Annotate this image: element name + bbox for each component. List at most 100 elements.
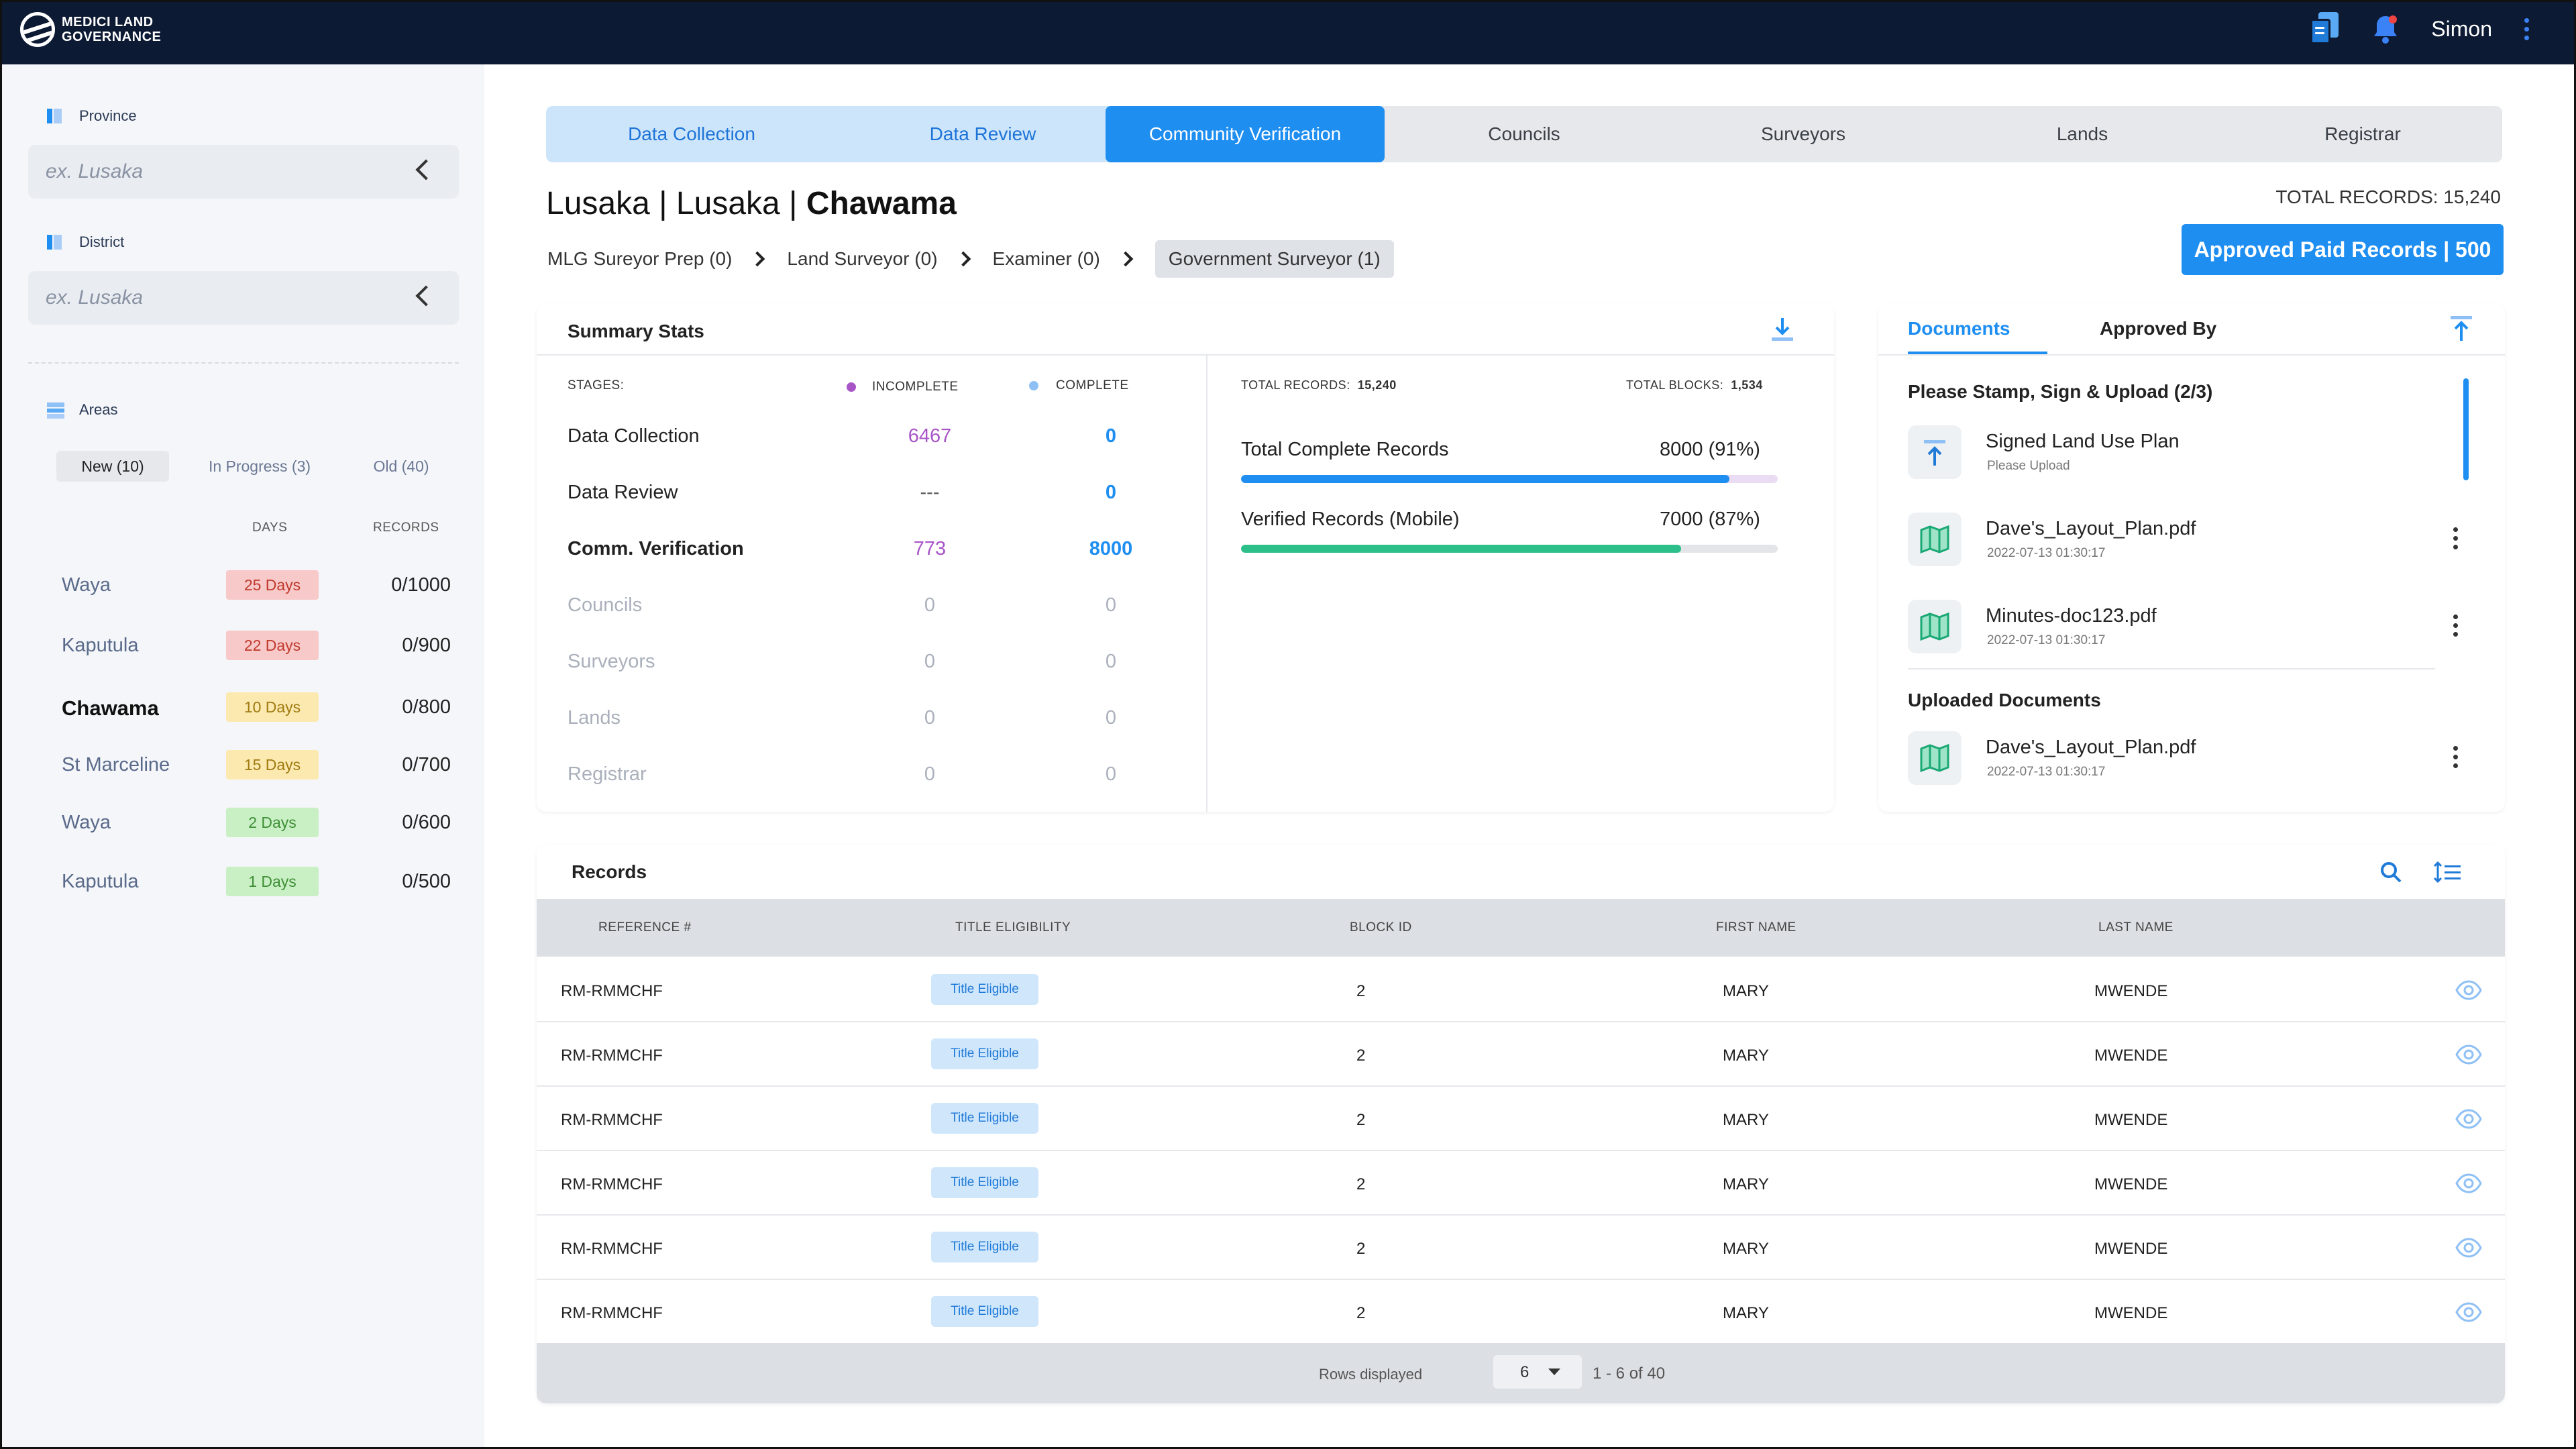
tab-lands[interactable]: Lands — [2056, 123, 2108, 144]
more-menu-icon[interactable] — [2524, 17, 2529, 40]
reference-cell: RM-RMMCHF — [561, 1304, 663, 1322]
area-item[interactable]: Chawama 10 Days 0/800 — [62, 687, 451, 727]
area-name: Chawama — [62, 696, 159, 720]
document-menu-icon[interactable] — [2453, 527, 2458, 549]
last-name-cell: MWENDE — [2094, 1046, 2168, 1065]
table-row[interactable]: RM-RMMCHF Title Eligible 2 MARY MWENDE — [537, 958, 2505, 1022]
tab-registrar[interactable]: Registrar — [2324, 123, 2401, 144]
col-last-name[interactable]: LAST NAME — [2098, 920, 2174, 934]
tab-surveyors[interactable]: Surveyors — [1760, 123, 1846, 144]
tab-data-review[interactable]: Data Review — [837, 106, 1128, 162]
verified-mobile-progress — [1241, 545, 1778, 553]
pagination-range: 1 - 6 of 40 — [1593, 1364, 1666, 1383]
total-records-label: TOTAL RECORDS: 15,240 — [1241, 378, 1397, 392]
summary-title: Summary Stats — [568, 321, 704, 341]
last-name-cell: MWENDE — [2094, 1240, 2168, 1258]
total-records: TOTAL RECORDS: 15,240 — [2275, 186, 2501, 207]
document-item[interactable]: Minutes-doc123.pdf 2022-07-13 01:30:17 — [1908, 600, 2458, 667]
stage-row: Registrar 0 0 — [568, 763, 1198, 790]
document-item[interactable]: Signed Land Use Plan Please Upload — [1908, 425, 2458, 492]
records-title: Records — [572, 861, 647, 882]
table-row[interactable]: RM-RMMCHF Title Eligible 2 MARY MWENDE — [537, 1022, 2505, 1087]
stage-name: Data Review — [568, 482, 678, 503]
documents-icon[interactable] — [2310, 12, 2340, 46]
col-first-name[interactable]: FIRST NAME — [1716, 920, 1796, 934]
province-select[interactable]: ex. Lusaka — [28, 145, 459, 199]
app-logo[interactable]: MEDICI LAND GOVERNANCE — [20, 12, 161, 47]
step-examiner[interactable]: Examiner (0) — [992, 248, 1100, 269]
rows-displayed-label: Rows displayed — [1319, 1366, 1423, 1383]
tab-community-verification[interactable]: Community Verification — [1106, 106, 1385, 162]
rows-per-page-select[interactable]: 6 — [1493, 1355, 1582, 1389]
stage-name: Lands — [568, 707, 621, 729]
step-government-surveyor[interactable]: Government Surveyor (1) — [1155, 240, 1394, 278]
document-menu-icon[interactable] — [2453, 614, 2458, 637]
stamp-sign-upload-title: Please Stamp, Sign & Upload (2/3) — [1908, 381, 2213, 402]
district-select[interactable]: ex. Lusaka — [28, 271, 459, 325]
days-badge: 10 Days — [226, 692, 319, 722]
user-name[interactable]: Simon — [2431, 16, 2492, 41]
col-title-eligibility[interactable]: TITLE ELIGIBILITY — [955, 920, 1071, 934]
sort-icon[interactable] — [2432, 860, 2462, 888]
stage-name: Data Collection — [568, 425, 700, 447]
first-name-cell: MARY — [1723, 982, 1769, 1000]
area-item[interactable]: St Marceline 15 Days 0/700 — [62, 745, 451, 785]
days-badge: 2 Days — [226, 808, 319, 837]
stage-row: Lands 0 0 — [568, 707, 1198, 734]
table-row[interactable]: RM-RMMCHF Title Eligible 2 MARY MWENDE — [537, 1280, 2505, 1344]
view-eye-icon[interactable] — [2455, 1106, 2482, 1132]
upload-file-icon — [1908, 425, 1962, 479]
tab-data-collection[interactable]: Data Collection — [546, 106, 837, 162]
last-name-cell: MWENDE — [2094, 1175, 2168, 1193]
province-label: Province — [47, 107, 137, 125]
title-eligible-badge: Title Eligible — [931, 1167, 1038, 1198]
area-item[interactable]: Waya 2 Days 0/600 — [62, 802, 451, 843]
area-item[interactable]: Waya 25 Days 0/1000 — [62, 565, 451, 605]
reference-cell: RM-RMMCHF — [561, 1175, 663, 1193]
table-row[interactable]: RM-RMMCHF Title Eligible 2 MARY MWENDE — [537, 1087, 2505, 1151]
area-records: 0/1000 — [391, 574, 451, 596]
view-eye-icon[interactable] — [2455, 1299, 2482, 1326]
notification-bell-icon[interactable] — [2372, 13, 2399, 44]
documents-scrollbar[interactable] — [2463, 378, 2469, 480]
upload-icon[interactable] — [2449, 314, 2474, 345]
table-row[interactable]: RM-RMMCHF Title Eligible 2 MARY MWENDE — [537, 1151, 2505, 1216]
view-eye-icon[interactable] — [2455, 1234, 2482, 1261]
approved-paid-records-button[interactable]: Approved Paid Records | 500 — [2182, 224, 2504, 275]
tab-documents[interactable]: Documents — [1908, 318, 2010, 339]
step-mlg-surveyor-prep[interactable]: MLG Sureyor Prep (0) — [547, 248, 733, 269]
document-name: Signed Land Use Plan — [1986, 431, 2180, 452]
col-block-id[interactable]: BLOCK ID — [1350, 920, 1412, 934]
area-item[interactable]: Kaputula 1 Days 0/500 — [62, 861, 451, 902]
incomplete-count: 0 — [924, 594, 936, 616]
segment-old[interactable]: Old (40) — [373, 458, 429, 475]
summary-stats-card — [537, 303, 1834, 812]
segment-new[interactable]: New (10) — [56, 451, 169, 482]
table-row[interactable]: RM-RMMCHF Title Eligible 2 MARY MWENDE — [537, 1216, 2505, 1280]
stage-name: Councils — [568, 594, 643, 616]
step-land-surveyor[interactable]: Land Surveyor (0) — [787, 248, 938, 269]
records-column-header: RECORDS — [373, 521, 439, 535]
stage-name: Surveyors — [568, 651, 655, 672]
area-item[interactable]: Kaputula 22 Days 0/900 — [62, 625, 451, 665]
view-eye-icon[interactable] — [2455, 977, 2482, 1004]
chevron-right-icon — [750, 251, 765, 267]
view-eye-icon[interactable] — [2455, 1170, 2482, 1197]
document-menu-icon[interactable] — [2453, 746, 2458, 768]
logo-line-1: MEDICI LAND — [62, 15, 154, 30]
complete-dot — [1029, 381, 1038, 390]
tab-councils[interactable]: Councils — [1488, 123, 1560, 144]
view-eye-icon[interactable] — [2455, 1041, 2482, 1068]
last-name-cell: MWENDE — [2094, 1111, 2168, 1129]
area-records: 0/800 — [402, 696, 451, 718]
sidebar-divider — [28, 362, 459, 364]
download-icon[interactable] — [1768, 315, 1796, 347]
col-reference[interactable]: REFERENCE # — [598, 920, 692, 934]
search-icon[interactable] — [2379, 860, 2403, 888]
stage-row: Councils 0 0 — [568, 594, 1198, 621]
days-badge: 15 Days — [226, 750, 319, 780]
document-item[interactable]: Dave's_Layout_Plan.pdf 2022-07-13 01:30:1… — [1908, 513, 2458, 580]
segment-in-progress[interactable]: In Progress (3) — [208, 458, 311, 475]
tab-approved-by[interactable]: Approved By — [2100, 318, 2217, 339]
document-item[interactable]: Dave's_Layout_Plan.pdf 2022-07-13 01:30:1… — [1908, 731, 2458, 798]
